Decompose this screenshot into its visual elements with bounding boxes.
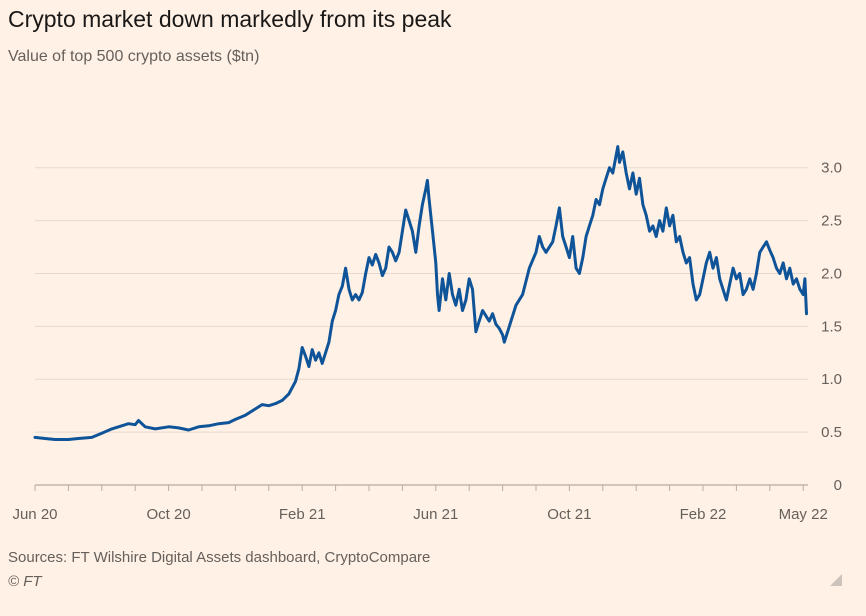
source-note: Sources: FT Wilshire Digital Assets dash…: [8, 549, 431, 566]
series: [33, 145, 808, 441]
resize-corner-icon: [830, 574, 842, 586]
x-tick-label: Jun 21: [413, 506, 458, 523]
y-tick-label: 1.0: [821, 371, 842, 388]
x-axis: Jun 20 Oct 20 Feb 21 Jun 21 Oct 21 Feb 22 May …: [12, 485, 828, 523]
x-tick-label: Feb 21: [279, 506, 326, 523]
y-tick-label: 2.5: [821, 213, 842, 230]
chart-subtitle: Value of top 500 crypto assets ($tn): [8, 48, 260, 65]
y-tick-label: 0.5: [821, 424, 842, 441]
x-tick-label: Jun 20: [12, 506, 57, 523]
y-tick-label: 2.0: [821, 265, 842, 282]
series-line: [33, 145, 808, 441]
x-tick-label: Oct 20: [147, 506, 191, 523]
y-tick-label: 0: [834, 477, 842, 494]
y-axis: 0 0.5 1.0 1.5 2.0 2.5 3.0: [821, 160, 842, 494]
x-tick-label: May 22: [779, 506, 828, 523]
x-tick-label: Feb 22: [680, 506, 727, 523]
y-tick-label: 3.0: [821, 160, 842, 177]
y-tick-label: 1.5: [821, 318, 842, 335]
copyright-note: © FT: [8, 573, 42, 590]
x-tick-label: Oct 21: [547, 506, 591, 523]
gridlines: [35, 167, 808, 486]
chart-title: Crypto market down markedly from its pea…: [8, 6, 452, 32]
